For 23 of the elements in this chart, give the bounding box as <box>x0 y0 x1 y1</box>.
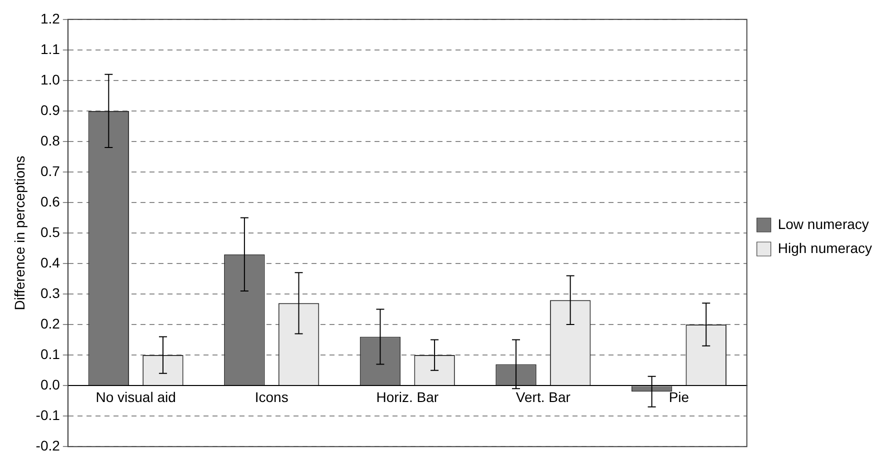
x-tick-label: Vert. Bar <box>516 388 571 405</box>
y-tick-label: 0.7 <box>40 162 60 179</box>
y-tick-label: 0.8 <box>40 132 60 148</box>
y-tick-label: 0.5 <box>40 224 60 240</box>
x-tick-label: No visual aid <box>96 388 176 405</box>
y-tick-label: -0.1 <box>36 406 60 423</box>
x-tick-label: Icons <box>254 388 288 405</box>
legend-label: Low numeracy <box>778 216 869 232</box>
y-tick-label: 1.0 <box>40 71 60 88</box>
y-tick-label: 0.4 <box>40 254 60 270</box>
y-tick-label: 0.1 <box>40 346 60 362</box>
x-tick-label: Pie <box>668 388 690 405</box>
y-tick-label: 0.2 <box>40 315 60 332</box>
y-axis-title: Difference in perceptions <box>11 156 28 310</box>
y-tick-label: -0.2 <box>36 437 60 454</box>
y-tick-label: 0.3 <box>40 284 60 301</box>
y-tick-label: 0.0 <box>40 376 60 392</box>
y-tick-label: 0.9 <box>40 102 60 118</box>
legend-label: High numeracy <box>778 240 872 256</box>
y-tick-label: 1.1 <box>40 40 60 57</box>
y-tick-label: 0.6 <box>40 193 60 210</box>
y-tick-label: 1.2 <box>40 10 60 26</box>
x-tick-label: Horiz. Bar <box>376 388 439 405</box>
